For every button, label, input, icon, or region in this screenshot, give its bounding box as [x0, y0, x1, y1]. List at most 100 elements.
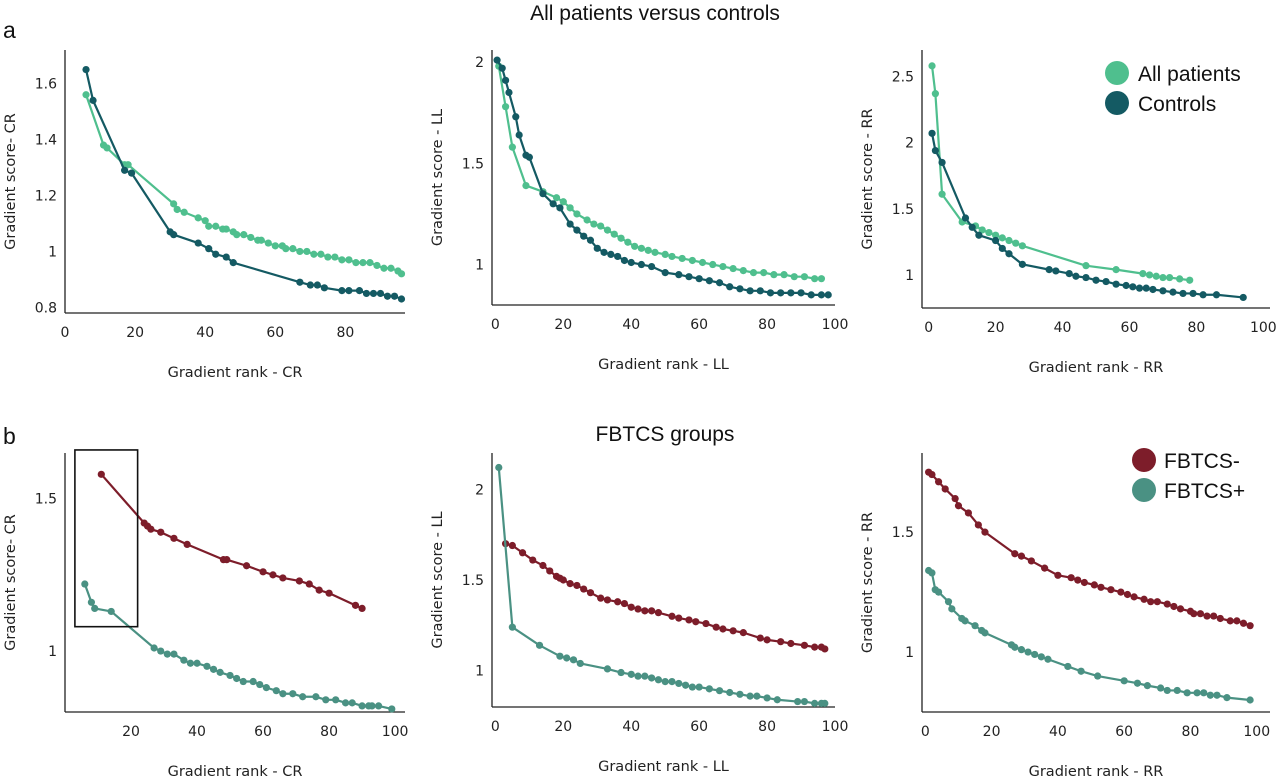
data-point	[1017, 552, 1026, 560]
data-point	[603, 665, 612, 673]
data-point	[91, 604, 99, 613]
y-tick-label: 1	[475, 664, 484, 680]
y-tick-label: 1.5	[462, 573, 484, 589]
data-point	[1179, 289, 1187, 298]
data-point	[627, 670, 635, 678]
series-1	[81, 580, 396, 713]
x-tick-label: 60	[266, 325, 284, 341]
data-point	[315, 586, 323, 594]
series-0	[925, 468, 1254, 630]
data-point	[590, 220, 598, 228]
data-point	[279, 574, 287, 582]
data-point	[821, 645, 829, 653]
series-0	[928, 62, 1194, 284]
data-point	[975, 231, 983, 239]
series-line	[83, 583, 393, 711]
data-point	[928, 129, 936, 137]
x-tick-label: 100	[822, 317, 849, 333]
data-point	[968, 223, 976, 231]
data-point	[1143, 682, 1151, 690]
data-point	[257, 236, 265, 244]
x-tick-label: 80	[758, 719, 776, 735]
y-tick-label: 1.5	[892, 202, 914, 218]
data-point	[338, 256, 346, 264]
data-point	[797, 289, 805, 297]
data-point	[569, 656, 578, 664]
data-point	[1153, 598, 1161, 606]
data-point	[1094, 672, 1102, 680]
data-point	[1122, 281, 1130, 290]
x-tick-label: 80	[320, 724, 338, 740]
data-point	[1203, 612, 1211, 620]
data-point	[271, 242, 279, 250]
data-point	[1176, 605, 1185, 613]
data-point	[811, 643, 819, 651]
data-point	[212, 250, 220, 258]
x-tick-label: 0	[491, 719, 500, 735]
panel-a-title: All patients versus controls	[530, 2, 780, 25]
data-point	[529, 556, 537, 564]
data-point	[934, 588, 943, 596]
data-point	[242, 562, 251, 570]
data-point	[978, 226, 986, 234]
data-point	[811, 699, 819, 707]
x-tick-label: 0	[61, 325, 70, 341]
x-tick-label: 80	[1182, 724, 1200, 740]
panel-b-title: FBTCS groups	[596, 423, 735, 446]
data-point	[1142, 284, 1150, 292]
data-point	[362, 289, 371, 298]
data-point	[535, 641, 544, 649]
data-point	[1018, 260, 1026, 268]
data-point	[961, 214, 970, 222]
data-point	[239, 677, 247, 686]
data-point	[931, 146, 939, 155]
data-point	[163, 650, 171, 658]
data-point	[763, 694, 771, 702]
data-point	[1196, 610, 1204, 618]
data-point	[107, 607, 115, 616]
data-point	[1223, 694, 1231, 702]
data-point	[600, 248, 608, 256]
data-point	[746, 692, 754, 700]
data-point	[648, 607, 656, 615]
data-point	[709, 260, 717, 269]
y-tick-label: 2	[905, 136, 914, 152]
data-point	[303, 247, 311, 256]
data-point	[501, 103, 510, 111]
data-point	[1092, 276, 1100, 284]
data-point	[233, 231, 241, 239]
data-point	[726, 688, 734, 697]
x-tick-label: 40	[188, 724, 206, 740]
data-point	[296, 247, 304, 256]
data-point	[522, 181, 530, 190]
data-point	[1041, 564, 1049, 572]
data-point	[948, 605, 956, 613]
y-tick-label: 1	[48, 244, 57, 260]
chart-3: 20 40 60 80 100 1 1.5 Gradient rank - CR Gradien…	[3, 449, 408, 780]
data-point	[157, 528, 165, 536]
x-tick-label: 100	[1243, 724, 1270, 740]
y-tick-label: 2	[475, 482, 484, 498]
data-point	[1212, 291, 1221, 299]
x-tick-label: 60	[690, 719, 708, 735]
data-point	[1139, 270, 1147, 278]
data-point	[332, 696, 340, 704]
data-point	[787, 289, 795, 297]
data-point	[223, 556, 231, 564]
data-point	[1123, 590, 1132, 599]
data-point	[397, 270, 406, 278]
data-point	[247, 233, 255, 242]
data-point	[201, 217, 209, 225]
data-point	[739, 629, 747, 637]
data-point	[1012, 239, 1020, 247]
data-point	[729, 264, 737, 273]
data-point	[226, 671, 234, 680]
y-tick-label: 1.6	[35, 77, 57, 93]
data-point	[320, 284, 328, 292]
data-point	[157, 647, 165, 655]
data-point	[681, 681, 690, 689]
data-point	[644, 246, 652, 254]
data-point	[556, 204, 564, 212]
data-point	[203, 662, 211, 670]
data-point	[1052, 267, 1060, 275]
